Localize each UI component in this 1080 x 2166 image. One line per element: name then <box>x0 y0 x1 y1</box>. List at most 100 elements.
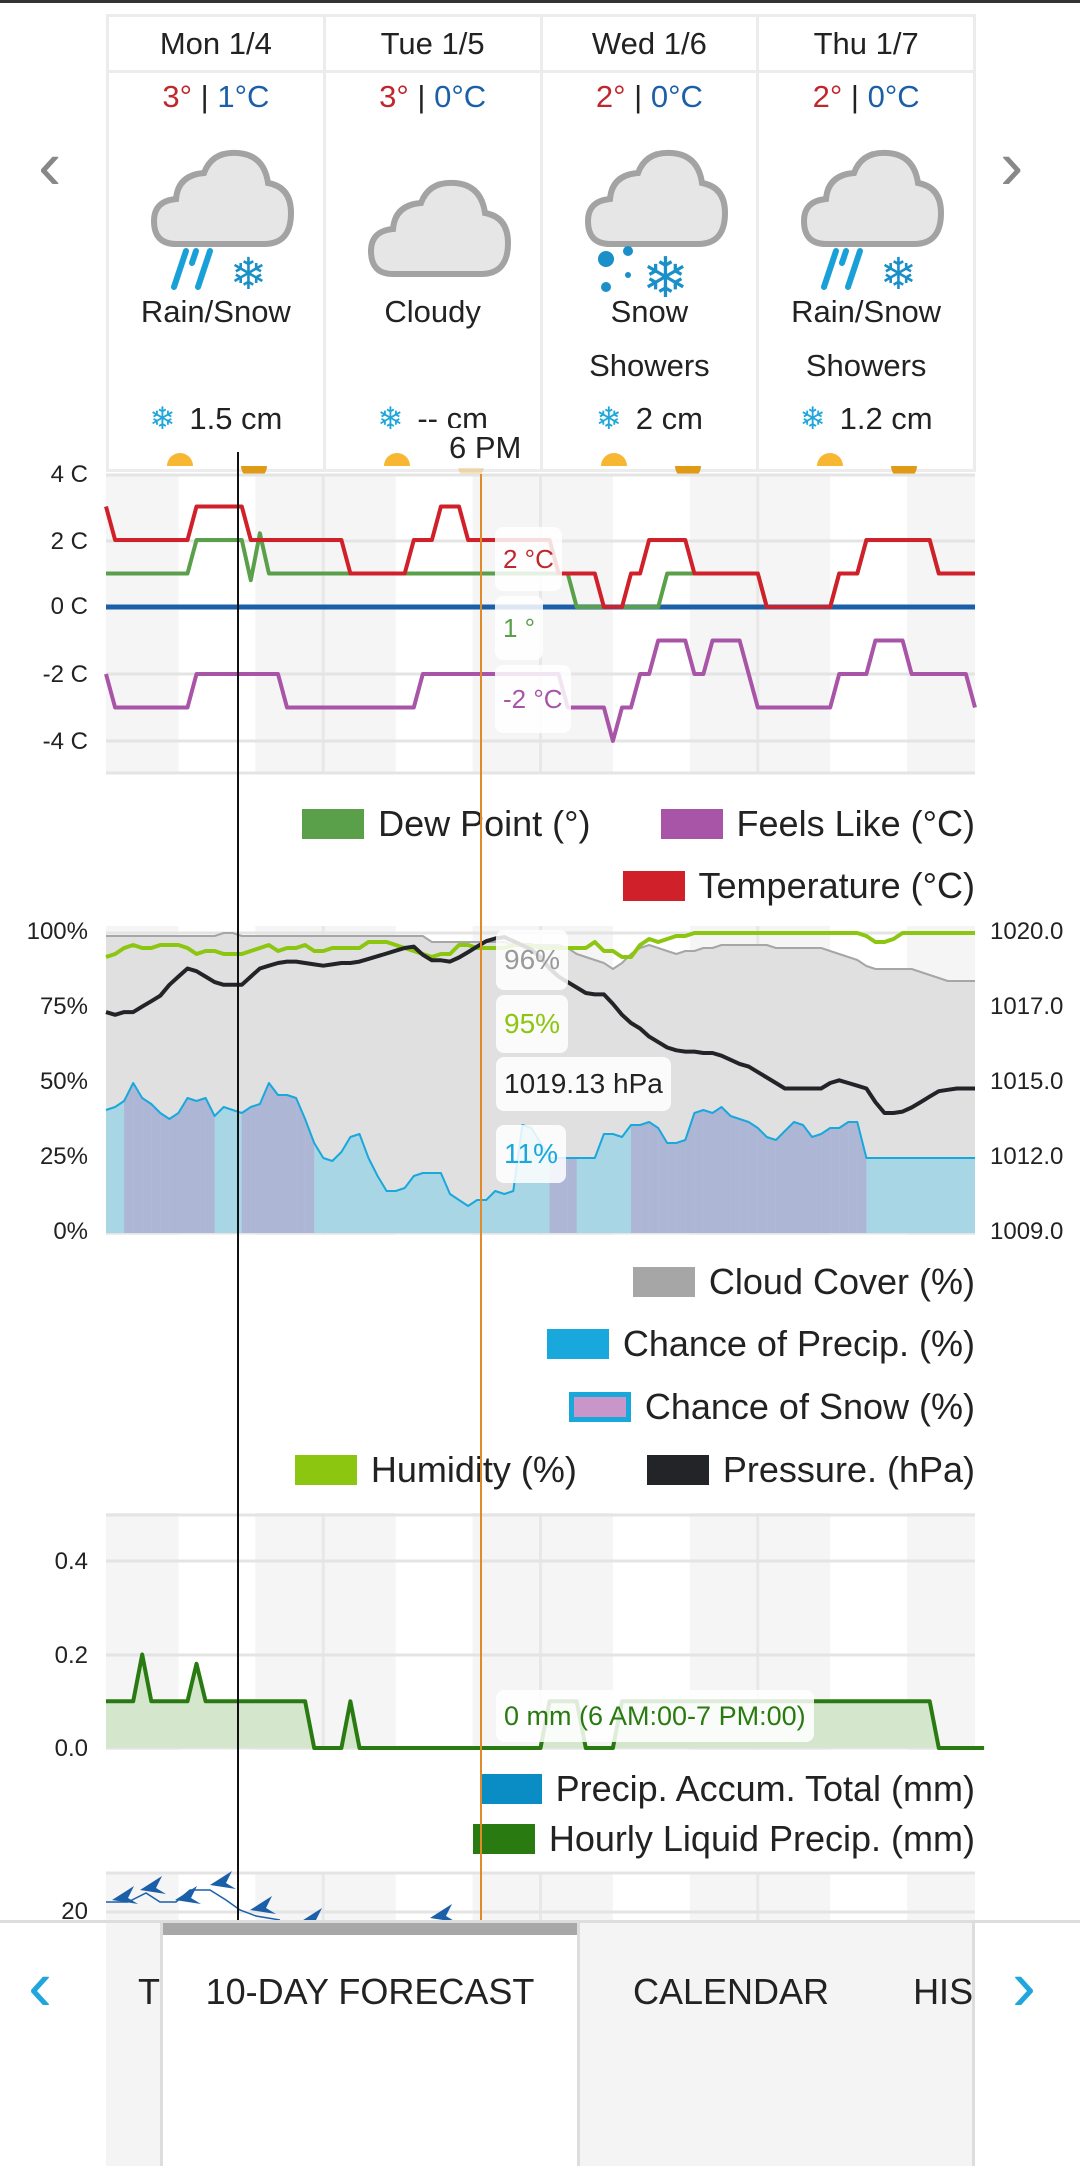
wind-direction-arrow-icon <box>210 1871 236 1889</box>
snow-chance-bar <box>821 1128 831 1233</box>
low-temp: 1°C <box>217 79 270 114</box>
wind-direction-arrow-icon <box>430 1904 453 1920</box>
cloudy-icon <box>326 127 540 297</box>
snow-chance-bar <box>685 1113 695 1233</box>
y-tick: 2 C <box>50 528 88 555</box>
tab-calendar[interactable]: CALENDAR HIS <box>580 1923 975 2166</box>
snow-showers-icon <box>597 246 633 292</box>
tab-label: CALENDAR <box>633 1971 830 2012</box>
legend-snow-chance[interactable]: Chance of Snow (%) <box>644 1386 975 1427</box>
day-card[interactable]: Wed 1/6 2° | 0°C ❄ Snow Showers ❄ 2 cm <box>542 17 760 479</box>
wind-line <box>106 1889 281 1920</box>
wind-direction-arrow-icon <box>140 1876 166 1894</box>
snow-chance-bar <box>142 1098 152 1233</box>
snow-amount: ❄ 2 cm <box>543 401 757 437</box>
low-temp: 0°C <box>434 79 487 114</box>
snow-chance-bar <box>196 1098 206 1233</box>
snow-amount-value: 1.2 cm <box>839 401 933 436</box>
day-temps: 2° | 0°C <box>759 79 973 115</box>
y-tick: 0 C <box>50 593 88 620</box>
sunrise-icon <box>817 453 844 466</box>
snow-chance-bar <box>567 1158 577 1233</box>
snowflake-icon: ❄ <box>595 401 622 436</box>
tooltip-dew-point: 1 ° <box>495 596 544 660</box>
legend-feels-like[interactable]: Feels Like (°C) <box>736 803 975 844</box>
y-tick: 0.2 <box>54 1642 88 1669</box>
snow-chance-bar <box>133 1083 143 1233</box>
tab-partial[interactable]: T <box>106 1923 160 2166</box>
low-temp: 0°C <box>867 79 920 114</box>
legend-temperature[interactable]: Temperature (°C) <box>698 865 975 906</box>
y2-tick: 1015.0 <box>990 1068 1064 1095</box>
y-tick: 25% <box>39 1143 88 1170</box>
legend-swatch-cloud <box>632 1267 695 1297</box>
legend-swatch-pressure <box>646 1455 709 1485</box>
snow-chance-bar <box>277 1095 288 1233</box>
legend-row: Chance of Snow (%) <box>568 1386 975 1428</box>
snow-chance-bar <box>649 1122 659 1233</box>
temp-separator: | <box>200 79 209 114</box>
y-tick: 75% <box>39 993 88 1020</box>
day-cards: Mon 1/4 3° | 1°C ❄ Rain/Snow ❄ 1.5 cm Tue… <box>106 14 976 479</box>
y-tick: 50% <box>39 1068 88 1095</box>
legend-precip-chance[interactable]: Chance of Precip. (%) <box>622 1323 975 1364</box>
legend-accum-total[interactable]: Precip. Accum. Total (mm) <box>555 1768 975 1809</box>
tab-10-day-forecast[interactable]: 10-DAY FORECAST <box>160 1923 580 2166</box>
snow-chance-bar <box>848 1122 858 1233</box>
temp-separator: | <box>850 79 859 114</box>
snow-chance-bar <box>631 1125 641 1233</box>
legend-cloud-cover[interactable]: Cloud Cover (%) <box>708 1261 975 1302</box>
legend-dew-point[interactable]: Dew Point (°) <box>378 803 591 844</box>
chevron-right-icon[interactable]: › <box>1012 1946 1036 2026</box>
snow-chance-bar <box>268 1083 278 1233</box>
snow-chance-bar <box>124 1083 134 1233</box>
snow-chance-bar <box>766 1137 776 1233</box>
snow-chance-bar <box>305 1119 315 1233</box>
cloud-icon <box>584 149 728 247</box>
chevron-right-icon[interactable]: › <box>1000 126 1024 204</box>
y2-tick: 1017.0 <box>990 993 1064 1020</box>
high-temp: 2° <box>812 79 843 114</box>
snowflake-icon: ❄ <box>799 401 826 436</box>
rain-snow-icon: ❄ <box>759 127 973 299</box>
snow-chance-bar <box>296 1098 306 1233</box>
legend-humidity[interactable]: Humidity (%) <box>370 1449 577 1490</box>
active-tab-indicator <box>163 1923 577 1935</box>
snow-chance-bar <box>178 1098 188 1233</box>
legend-pressure[interactable]: Pressure. (hPa) <box>722 1449 975 1490</box>
legend-swatch-dew-point <box>302 809 365 839</box>
snow-amount: ❄ 1.2 cm <box>759 401 973 437</box>
tab-history[interactable]: HIS <box>913 1971 974 2012</box>
day-name: Wed 1/6 <box>542 17 757 73</box>
snowflake-icon: ❄ <box>149 401 176 436</box>
y2-tick: 1020.0 <box>990 918 1064 945</box>
snow-chance-bar <box>259 1083 269 1233</box>
condition-line: Rain/Snow <box>791 294 942 329</box>
legend-swatch-temperature <box>622 871 685 901</box>
legend-row: Dew Point (°) Feels Like (°C) <box>302 803 975 845</box>
snow-chance-bar <box>205 1098 215 1233</box>
snow-chance-bar <box>169 1113 179 1233</box>
cloud-icon <box>367 179 511 277</box>
condition-line: Showers <box>805 348 927 383</box>
daylight-band <box>830 476 908 773</box>
y-tick: -2 C <box>42 661 88 688</box>
tab-label: 10-DAY FORECAST <box>205 1971 535 2012</box>
chevron-left-icon[interactable]: ‹ <box>28 1946 52 2026</box>
day-card[interactable]: Mon 1/4 3° | 1°C ❄ Rain/Snow ❄ 1.5 cm <box>109 17 326 479</box>
wind-direction-arrow-icon <box>112 1886 138 1904</box>
snow-chance-bar <box>250 1104 260 1233</box>
tooltip-humidity: 95% <box>496 995 569 1053</box>
sunrise-icon <box>383 453 410 466</box>
chevron-left-icon[interactable]: ‹ <box>38 126 62 204</box>
daylight-band <box>612 476 690 773</box>
snow-chance-bar <box>151 1104 161 1233</box>
snow-chance-bar <box>241 1107 251 1233</box>
snow-chance-bar <box>676 1140 686 1233</box>
cloud-icon <box>150 149 295 247</box>
day-card[interactable]: Thu 1/7 2° | 0°C ❄ Rain/Snow Showers ❄ 1.2… <box>759 17 973 479</box>
low-temp: 0°C <box>650 79 703 114</box>
legend-liquid-precip[interactable]: Hourly Liquid Precip. (mm) <box>548 1818 975 1859</box>
condition: Snow Showers <box>543 285 757 393</box>
snow-chance-bar <box>830 1128 840 1233</box>
